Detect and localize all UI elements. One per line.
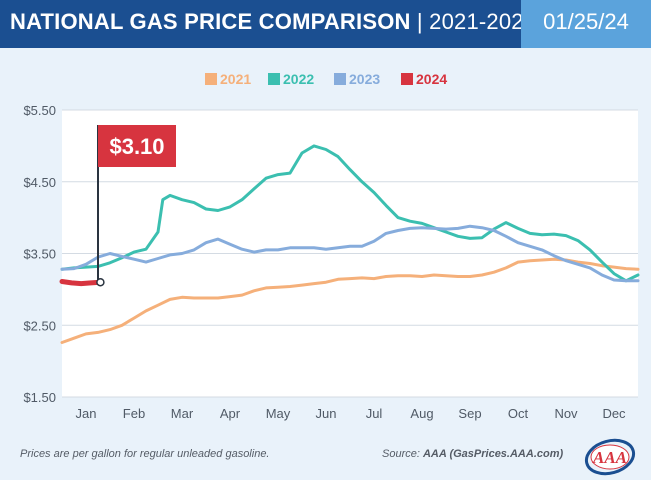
y-tick-label: $3.50 (23, 247, 56, 262)
series-line (60, 224, 640, 283)
x-tick-label: Oct (508, 406, 529, 421)
x-tick-label: Jun (316, 406, 337, 421)
y-tick-label: $2.50 (23, 318, 56, 333)
source-name: AAA (GasPrices.AAA.com) (422, 448, 564, 460)
title-separator: | (410, 9, 430, 34)
x-tick-label: Dec (602, 406, 626, 421)
footer-note: Prices are per gallon for regular unlead… (20, 448, 270, 460)
title-main: NATIONAL GAS PRICE COMPARISON (10, 9, 411, 34)
header-bar: NATIONAL GAS PRICE COMPARISON | 2021-202… (0, 0, 651, 48)
legend-swatch (268, 73, 280, 85)
series-line (60, 144, 640, 283)
title-years: 2021-2024 (429, 9, 537, 34)
x-tick-label: Apr (220, 406, 241, 421)
x-tick-label: Aug (410, 406, 433, 421)
y-tick-label: $4.50 (23, 175, 56, 190)
legend-swatch (334, 73, 346, 85)
series-line (59, 279, 103, 287)
x-tick-label: Mar (171, 406, 194, 421)
legend-swatch (205, 73, 217, 85)
source-prefix: Source: (382, 448, 423, 460)
callout-point (96, 277, 105, 287)
date-label: 01/25/24 (543, 9, 629, 34)
x-tick-label: Sep (458, 406, 481, 421)
legend-label: 2023 (349, 71, 380, 87)
x-tick-label: Feb (123, 406, 145, 421)
x-tick-label: May (266, 406, 291, 421)
legend-label: 2021 (220, 71, 251, 87)
y-tick-label: $1.50 (23, 390, 56, 405)
legend-label: 2024 (416, 71, 447, 87)
x-tick-label: Nov (554, 406, 578, 421)
logo-text: AAA (592, 448, 627, 467)
page-title: NATIONAL GAS PRICE COMPARISON | 2021-202… (10, 9, 536, 35)
legend-swatch (401, 73, 413, 85)
gas-price-chart: $5.50 $4.50 $3.50 $2.50 $1.50 Jan Feb Mar Apr May… (23, 71, 640, 421)
callout-flag (98, 125, 176, 167)
x-tick-label: Jan (76, 406, 97, 421)
x-tick-label: Jul (366, 406, 383, 421)
footer-source: Source: AAA (GasPrices.AAA.com) (382, 448, 563, 460)
y-tick-label: $5.50 (23, 103, 56, 118)
legend-label: 2022 (283, 71, 314, 87)
date-box: 01/25/24 (521, 0, 651, 48)
series-line (60, 257, 640, 344)
aaa-logo-icon: AAA (584, 438, 636, 476)
callout-label: $3.10 (109, 134, 164, 159)
